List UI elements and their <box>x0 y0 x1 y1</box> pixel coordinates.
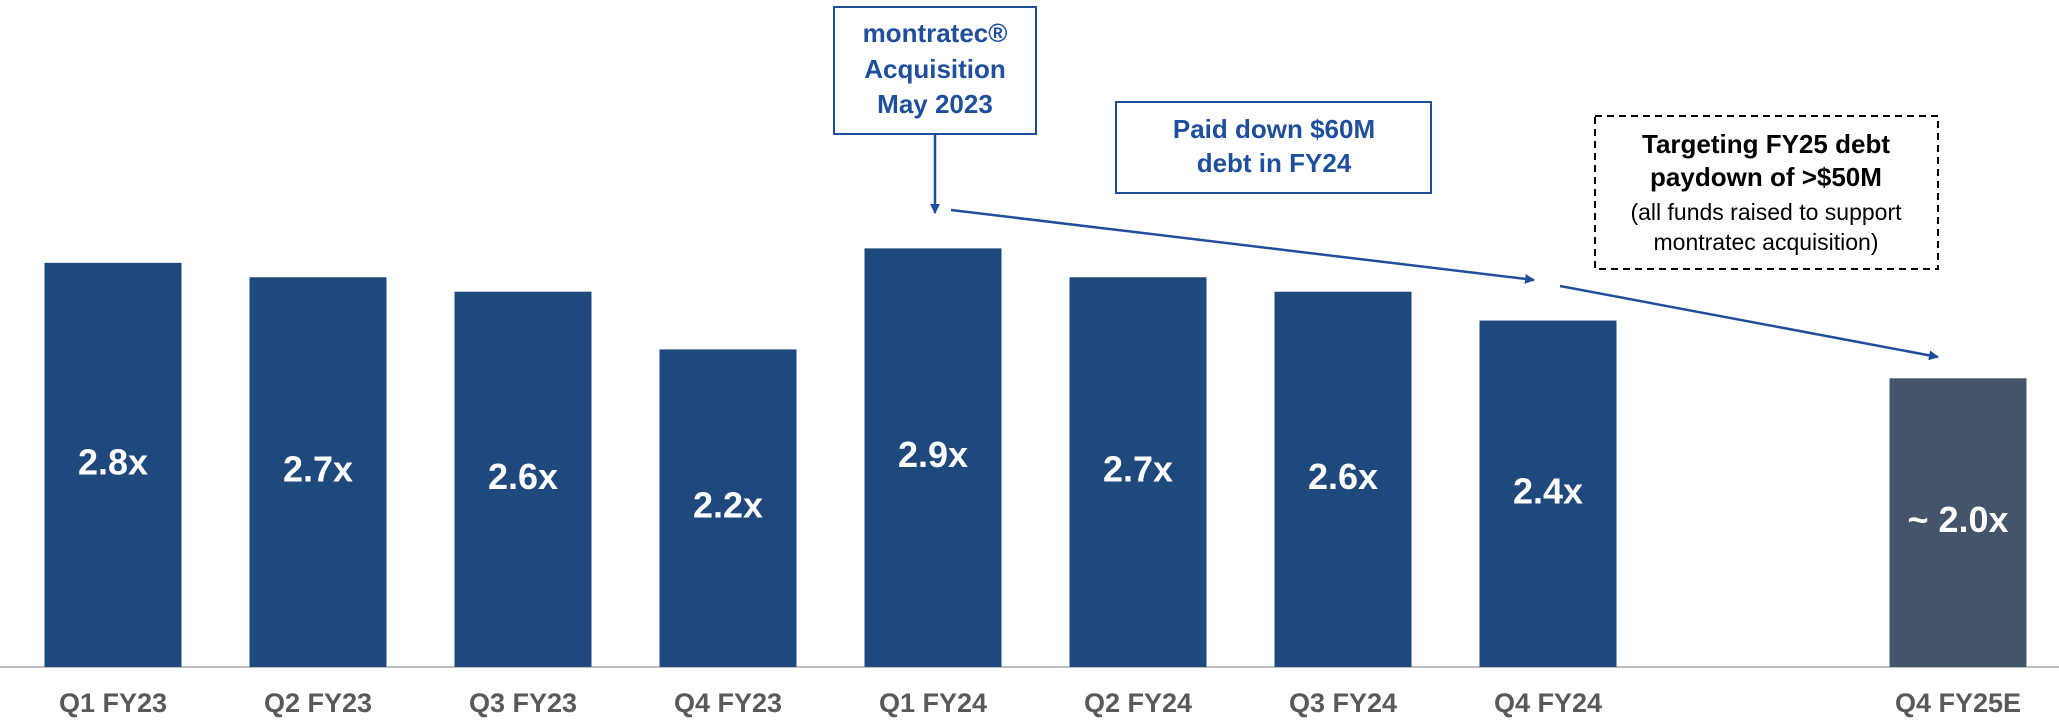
annotation-text: Acquisition <box>864 54 1006 84</box>
annotation-text: May 2023 <box>877 89 993 119</box>
bar <box>659 349 797 667</box>
x-tick-label: Q4 FY25E <box>1895 688 2021 718</box>
x-tick-label: Q3 FY23 <box>469 688 577 718</box>
data-label: 2.6x <box>488 456 558 497</box>
x-tick-label: Q2 FY24 <box>1084 688 1192 718</box>
bar <box>44 262 182 667</box>
arrow <box>950 208 1535 284</box>
annotation-text: montratec acquisition) <box>1654 229 1879 255</box>
data-label: 2.6x <box>1308 456 1378 497</box>
data-label: 2.2x <box>693 485 763 526</box>
annotation-text: montratec® <box>863 18 1008 48</box>
data-label: 2.8x <box>78 441 148 482</box>
bar <box>1069 277 1207 667</box>
x-tick-label: Q2 FY23 <box>264 688 372 718</box>
x-tick-label: Q3 FY24 <box>1289 688 1397 718</box>
data-label: 2.4x <box>1513 470 1583 511</box>
data-label: ~ 2.0x <box>1907 499 2008 540</box>
x-tick-label: Q4 FY24 <box>1494 688 1602 718</box>
bar <box>864 248 1002 668</box>
x-tick-label: Q1 FY24 <box>879 688 987 718</box>
data-label: 2.7x <box>1103 449 1173 490</box>
annotation-text: Targeting FY25 debt <box>1642 129 1890 159</box>
annotation-text: paydown of >$50M <box>1650 162 1882 192</box>
bar <box>249 277 387 667</box>
annotation-box <box>1594 115 1939 270</box>
x-tick-label: Q1 FY23 <box>59 688 167 718</box>
annotation-text: (all funds raised to support <box>1630 199 1902 225</box>
annotation-text: debt in FY24 <box>1197 148 1352 178</box>
annotation-box <box>1115 101 1432 194</box>
bar <box>1479 320 1617 667</box>
bar <box>1889 378 2027 667</box>
annotation-text: Paid down $60M <box>1173 114 1375 144</box>
arrow <box>1559 284 1939 361</box>
bar <box>454 291 592 667</box>
data-label: 2.9x <box>898 434 968 475</box>
x-tick-label: Q4 FY23 <box>674 688 782 718</box>
data-label: 2.7x <box>283 449 353 490</box>
bar <box>1274 291 1412 667</box>
